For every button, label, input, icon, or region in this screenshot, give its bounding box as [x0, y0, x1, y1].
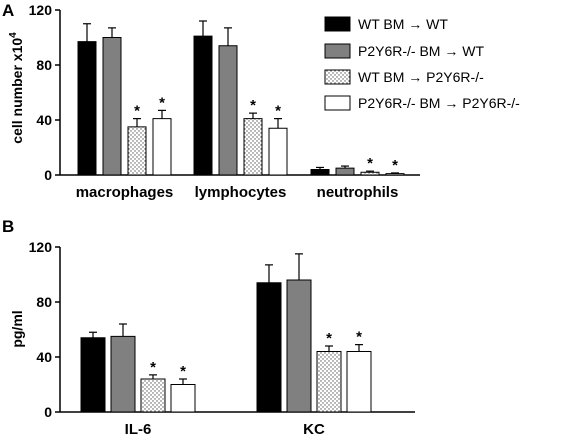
- legend-label-2: P2Y6R-/- BM → WT: [358, 43, 484, 59]
- plot-area: 0 40 80 120 * * macrophages * * lymphocytes * * neut…: [29, 2, 420, 438]
- significance-star: *: [367, 155, 373, 172]
- legend-swatch-2: [324, 43, 351, 59]
- significance-star: *: [275, 103, 281, 120]
- significance-star: *: [150, 359, 156, 376]
- legend-label-3: WT BM → P2Y6R-/-: [358, 69, 484, 85]
- significance-star: *: [134, 103, 140, 120]
- significance-star: *: [356, 329, 362, 346]
- y-tick-label: 80: [36, 57, 52, 73]
- bar: [102, 37, 122, 176]
- bar: [140, 378, 166, 413]
- bar: [268, 127, 288, 176]
- panel-a-y-axis-label: cell number x104: [8, 32, 25, 144]
- bar: [310, 169, 330, 176]
- chart-panel-b: 0 40 80 120 * * IL-6 * * KC: [29, 239, 415, 438]
- legend-label-4: P2Y6R-/- BM → P2Y6R-/-: [358, 95, 520, 111]
- legend: WT BM → WT P2Y6R-/- BM → WT WT BM → P2Y6…: [324, 16, 520, 111]
- bar: [110, 335, 136, 413]
- significance-star: *: [250, 97, 256, 114]
- panel-b-y-axis-label: pg/ml: [9, 310, 25, 347]
- y-tick-label: 40: [36, 112, 52, 128]
- panel-b-label: B: [2, 217, 14, 236]
- y-tick-label: 0: [44, 167, 52, 183]
- bar: [316, 351, 342, 413]
- category-label: macrophages: [76, 184, 174, 201]
- legend-swatch-3: [324, 69, 351, 85]
- category-label: IL-6: [125, 421, 152, 438]
- bar: [286, 279, 312, 413]
- bar: [346, 351, 372, 413]
- significance-star: *: [392, 157, 398, 174]
- y-tick-label: 120: [29, 239, 53, 255]
- significance-star: *: [180, 363, 186, 380]
- category-label: neutrophils: [317, 184, 399, 201]
- bar: [77, 41, 97, 176]
- bar: [256, 282, 282, 413]
- legend-swatch-4: [324, 95, 351, 111]
- y-tick-label: 0: [44, 404, 52, 420]
- y-tick-label: 120: [29, 2, 53, 18]
- significance-star: *: [159, 94, 165, 111]
- legend-label-1: WT BM → WT: [358, 16, 448, 32]
- panel-a-label: A: [2, 1, 14, 20]
- bar: [127, 126, 147, 176]
- legend-swatch-1: [324, 16, 351, 32]
- bar: [193, 35, 213, 176]
- y-tick-label: 80: [36, 294, 52, 310]
- bar: [243, 118, 263, 176]
- bar: [360, 171, 380, 176]
- bar: [80, 337, 106, 413]
- bar: [218, 45, 238, 176]
- bar: [170, 384, 196, 413]
- bar: [335, 167, 355, 176]
- y-tick-label: 40: [36, 349, 52, 365]
- category-label: KC: [303, 421, 325, 438]
- chart-panel-a: 0 40 80 120 * * macrophages * * lymphocytes * * neut…: [29, 2, 420, 201]
- bar: [152, 118, 172, 176]
- category-label: lymphocytes: [195, 184, 287, 201]
- significance-star: *: [326, 330, 332, 347]
